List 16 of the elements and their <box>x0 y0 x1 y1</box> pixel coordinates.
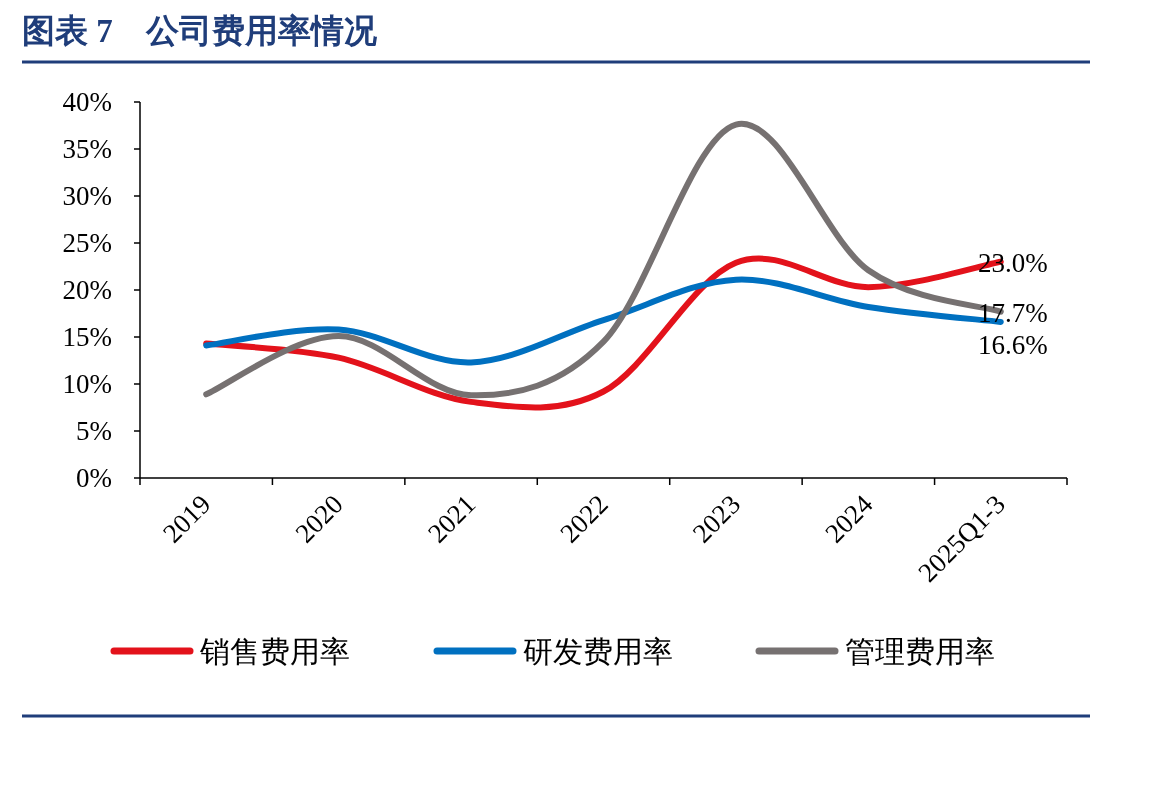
y-tick-label: 0% <box>76 463 112 493</box>
legend-label: 销售费用率 <box>199 634 350 669</box>
chart-title: 图表 7 公司费用率情况 <box>22 13 378 49</box>
y-tick-label: 10% <box>62 369 112 399</box>
y-tick-label: 20% <box>62 275 112 305</box>
y-tick-label: 5% <box>76 416 112 446</box>
legend-label: 管理费用率 <box>845 634 995 669</box>
y-tick-label: 30% <box>62 181 112 211</box>
data-label: 23.0% <box>977 247 1048 278</box>
y-tick-label: 15% <box>62 322 112 352</box>
legend-label: 研发费用率 <box>523 634 673 669</box>
y-tick-label: 25% <box>62 228 112 258</box>
y-tick-label: 35% <box>62 134 112 164</box>
data-label: 16.6% <box>977 329 1048 360</box>
data-label: 17.7% <box>977 297 1048 328</box>
y-tick-label: 40% <box>62 87 112 117</box>
